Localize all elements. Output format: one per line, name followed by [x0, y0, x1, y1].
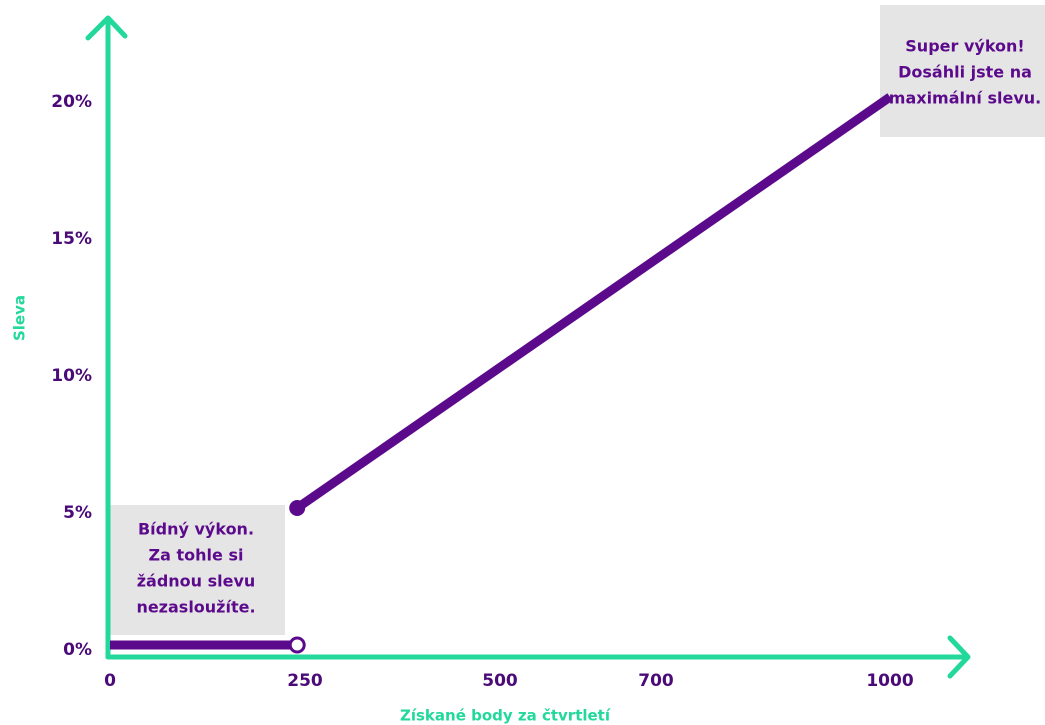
line [294, 93, 893, 512]
x-tick-label: 1000 [866, 671, 913, 691]
annotation-text: žádnou slevu [137, 572, 256, 591]
annotation-box [108, 505, 285, 635]
y-tick-label: 5% [63, 503, 92, 523]
x-axis-label: Získané body za čtvrtletí [400, 707, 611, 725]
closed-endpoint [289, 500, 306, 516]
annotation-text: nezasloužíte. [136, 598, 255, 617]
x-tick-label: 500 [482, 671, 518, 691]
y-tick-label: 15% [51, 229, 92, 249]
annotation-text: Bídný výkon. [138, 520, 254, 539]
annotation-text: Dosáhli jste na [898, 63, 1032, 82]
x-axis-arrow [947, 635, 971, 679]
annotation-box [880, 5, 1045, 137]
y-tick-label: 0% [63, 640, 92, 660]
annotation-text: Super výkon! [905, 37, 1024, 56]
x-tick-label: 0 [104, 671, 116, 691]
annotation-text: Za tohle si [149, 546, 244, 565]
annotation-text: maximální slevu. [889, 89, 1041, 108]
y-axis-arrow [85, 15, 128, 41]
x-tick-label: 700 [638, 671, 674, 691]
x-tick-label: 250 [287, 671, 323, 691]
open-endpoint [288, 636, 306, 654]
y-axis-label: Sleva [11, 295, 29, 341]
y-tick-label: 10% [51, 366, 92, 386]
y-tick-label: 20% [51, 92, 92, 112]
